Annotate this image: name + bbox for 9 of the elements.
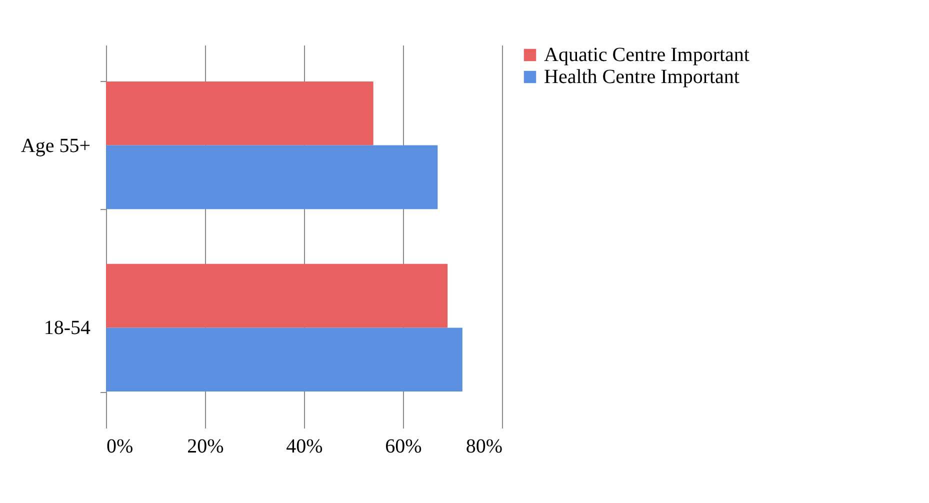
y-tick-label: Age 55+ (20, 134, 90, 157)
x-tick-label: 20% (187, 436, 224, 458)
x-tick-label: 40% (286, 436, 323, 458)
y-tick-label: 18-54 (44, 317, 90, 340)
legend-label: Aquatic Centre Important (544, 44, 750, 66)
x-tick-label: 0% (106, 436, 134, 458)
legend-label: Health Centre Important (544, 66, 740, 88)
x-tick-label: 60% (385, 436, 422, 458)
x-tick-label: 80% (466, 436, 502, 458)
